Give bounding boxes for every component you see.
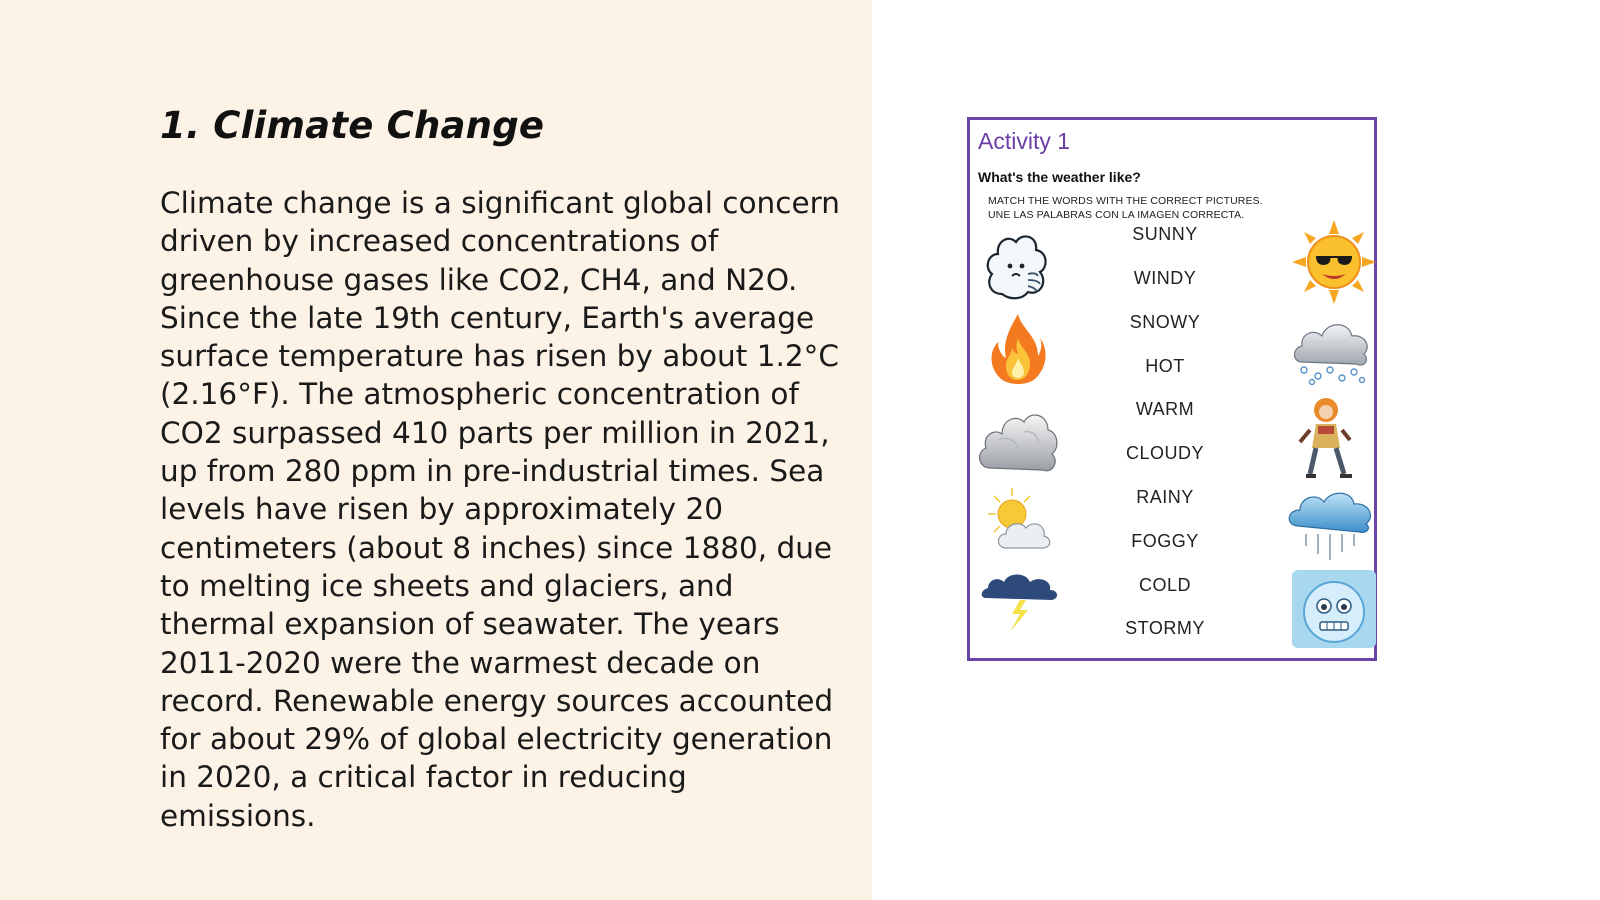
sun-with-sunglasses-icon xyxy=(1292,220,1376,304)
word-cold: COLD xyxy=(1138,575,1191,595)
wind-cloud-icon xyxy=(986,235,1047,300)
worksheet-instructions: MATCH THE WORDS WITH THE CORRECT PICTURE… xyxy=(988,194,1263,222)
weather-worksheet-image: Activity 1 What's the weather like? MATC… xyxy=(967,117,1377,661)
instruction-english: MATCH THE WORDS WITH THE CORRECT PICTURE… xyxy=(988,195,1263,207)
word-hot: HOT xyxy=(1145,356,1185,376)
sun-behind-cloud-icon xyxy=(988,488,1051,549)
word-foggy: FOGGY xyxy=(1131,531,1199,551)
worksheet-question: What's the weather like? xyxy=(978,169,1141,185)
storm-cloud-icon xyxy=(981,574,1058,632)
slide-body-text: Climate change is a significant global c… xyxy=(160,186,840,833)
word-sunny: SUNNY xyxy=(1132,224,1198,244)
snow-cloud-icon xyxy=(1293,324,1368,386)
cloud-icon xyxy=(979,414,1058,472)
word-windy: WINDY xyxy=(1133,268,1197,288)
word-snowy: SNOWY xyxy=(1129,312,1201,332)
left-panel: 1. Climate Change Climate change is a si… xyxy=(0,0,872,900)
warm-clothed-child-icon xyxy=(1298,398,1352,478)
instruction-spanish: UNE LAS PALABRAS CON LA IMAGEN CORRECTA. xyxy=(988,209,1245,221)
slide-title: 1. Climate Change xyxy=(160,104,545,147)
worksheet-title: Activity 1 xyxy=(978,128,1071,154)
word-cloudy: CLOUDY xyxy=(1125,443,1204,463)
fire-icon xyxy=(991,314,1046,384)
rain-cloud-icon xyxy=(1288,492,1371,560)
word-stormy: STORMY xyxy=(1125,618,1205,638)
word-rainy: RAINY xyxy=(1136,487,1194,507)
word-warm: WARM xyxy=(1135,399,1195,419)
frozen-ice-face-icon xyxy=(1292,570,1376,648)
